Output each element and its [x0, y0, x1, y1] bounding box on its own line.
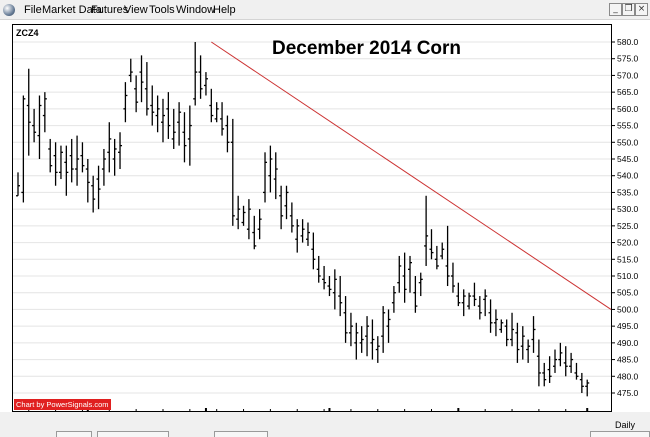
y-tick-label: 545.0: [617, 154, 639, 164]
menu-bar: File Market Data Futures View Tools Wind…: [0, 0, 650, 20]
y-tick-label: 555.0: [617, 121, 639, 131]
y-tick-label: 530.0: [617, 204, 639, 214]
watermark: Chart by PowerSignals.com: [14, 399, 111, 410]
chart-title: December 2014 Corn: [272, 38, 462, 59]
y-tick-label: 480.0: [617, 371, 639, 381]
app-icon[interactable]: [3, 4, 15, 16]
scroll-segment[interactable]: [56, 431, 92, 437]
menu-tools[interactable]: Tools: [149, 4, 175, 16]
y-tick-label: 515.0: [617, 254, 639, 264]
y-tick-label: 575.0: [617, 54, 639, 64]
y-tick-label: 510.0: [617, 271, 639, 281]
y-tick-label: 560.0: [617, 104, 639, 114]
menu-help[interactable]: Help: [213, 4, 236, 16]
y-tick-label: 565.0: [617, 87, 639, 97]
menu-window[interactable]: Window: [176, 4, 216, 16]
trendline: [211, 41, 612, 310]
y-tick-label: 550.0: [617, 137, 639, 147]
period-label[interactable]: Daily: [615, 420, 636, 430]
y-tick-label: 520.0: [617, 238, 639, 248]
chart-symbol: ZCZ4: [16, 28, 39, 38]
menu-market-data[interactable]: Market Data: [42, 4, 102, 16]
y-tick-label: 540.0: [617, 171, 639, 181]
restore-button[interactable]: ❒: [622, 3, 635, 16]
scroll-segment[interactable]: [590, 431, 650, 437]
y-tick-label: 525.0: [617, 221, 639, 231]
y-tick-label: 475.0: [617, 388, 639, 398]
y-tick-label: 580.0: [617, 37, 639, 47]
menu-view[interactable]: View: [124, 4, 148, 16]
y-tick-label: 570.0: [617, 70, 639, 80]
menu-file[interactable]: File: [24, 4, 42, 16]
y-tick-label: 495.0: [617, 321, 639, 331]
menu-futures[interactable]: Futures: [91, 4, 129, 16]
scroll-segment[interactable]: [214, 431, 268, 437]
y-tick-label: 485.0: [617, 355, 639, 365]
close-button[interactable]: ×: [635, 3, 648, 16]
y-tick-label: 505.0: [617, 288, 639, 298]
y-tick-label: 535.0: [617, 187, 639, 197]
minimize-button[interactable]: _: [609, 3, 622, 16]
y-tick-label: 490.0: [617, 338, 639, 348]
chart-plot-area[interactable]: [12, 24, 612, 412]
scroll-segment[interactable]: [97, 431, 169, 437]
y-tick-label: 500.0: [617, 304, 639, 314]
